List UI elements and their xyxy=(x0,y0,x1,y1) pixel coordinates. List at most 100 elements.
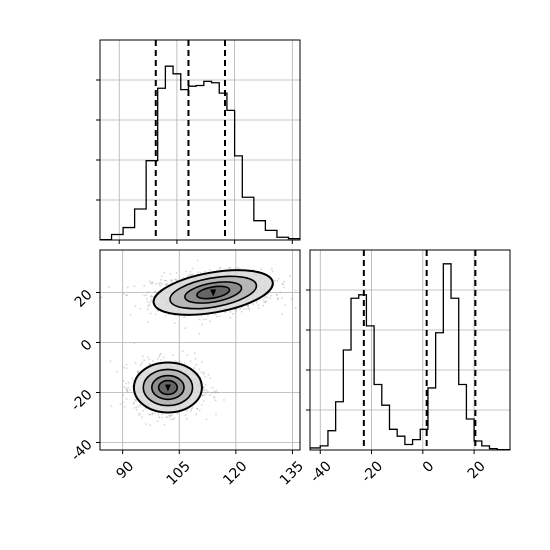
scatter-point xyxy=(266,296,269,299)
scatter-point xyxy=(290,297,293,300)
scatter-point xyxy=(149,296,152,298)
scatter-point xyxy=(191,407,194,409)
scatter-point xyxy=(163,423,166,426)
scatter-point xyxy=(159,284,162,287)
scatter-point xyxy=(141,361,143,364)
scatter-point xyxy=(163,356,165,359)
scatter-point xyxy=(164,279,166,282)
scatter-point xyxy=(206,390,209,393)
scatter-point xyxy=(256,302,258,304)
scatter-point xyxy=(146,308,149,311)
scatter-point xyxy=(197,271,200,273)
scatter-point xyxy=(294,306,297,309)
scatter-point xyxy=(109,360,112,363)
scatter-point xyxy=(215,413,217,416)
scatter-point xyxy=(135,400,137,402)
scatter-point xyxy=(147,305,149,308)
scatter-point xyxy=(170,414,173,417)
scatter-point xyxy=(201,394,204,397)
scatter-point xyxy=(158,416,161,419)
scatter-point xyxy=(168,414,171,417)
scatter-point xyxy=(151,282,154,285)
density-peak-marker-0 xyxy=(210,289,217,297)
scatter-point xyxy=(122,380,125,382)
scatter-point xyxy=(156,420,159,423)
scatter-point xyxy=(139,307,142,310)
scatter-point xyxy=(132,403,135,405)
right-histogram-step xyxy=(310,263,510,450)
scatter-point xyxy=(195,413,198,416)
scatter-point xyxy=(260,268,263,270)
scatter-point xyxy=(156,357,159,360)
scatter-point xyxy=(135,408,138,411)
joint-frame xyxy=(99,249,301,451)
scatter-point xyxy=(306,278,308,280)
scatter-point xyxy=(203,389,206,392)
top-bars xyxy=(100,65,300,240)
scatter-point xyxy=(264,295,267,298)
scatter-point xyxy=(218,315,221,317)
scatter-point xyxy=(198,318,201,321)
scatter-point xyxy=(161,416,163,419)
scatter-point xyxy=(202,373,205,375)
scatter-point xyxy=(136,371,139,374)
scatter-point xyxy=(125,367,128,370)
scatter-point xyxy=(265,300,267,303)
scatter-point xyxy=(200,371,203,374)
scatter-point xyxy=(203,394,206,396)
scatter-point xyxy=(202,386,205,389)
scatter-point xyxy=(195,363,198,366)
scatter-point xyxy=(169,273,172,275)
scatter-point xyxy=(205,392,207,394)
scatter-point xyxy=(141,355,144,358)
scatter-point xyxy=(151,412,154,415)
scatter-point xyxy=(169,415,172,418)
scatter-point xyxy=(154,290,157,293)
scatter-point xyxy=(232,312,234,315)
scatter-point xyxy=(202,371,205,374)
scatter-point xyxy=(151,413,154,415)
x-tick-label: 90 xyxy=(113,458,137,482)
scatter-point xyxy=(151,281,154,284)
scatter-point xyxy=(263,296,266,299)
scatter-point xyxy=(171,414,174,417)
scatter-point xyxy=(174,360,177,362)
scatter-point xyxy=(125,363,128,366)
scatter-point xyxy=(139,404,142,407)
right-x-tick-label: -40 xyxy=(307,458,334,485)
scatter-point xyxy=(136,370,139,372)
scatter-point xyxy=(154,412,156,415)
scatter-point xyxy=(181,350,184,352)
scatter-point xyxy=(237,266,239,269)
scatter-point xyxy=(150,294,153,297)
scatter-point xyxy=(257,307,260,310)
scatter-point xyxy=(262,304,265,307)
scatter-point xyxy=(189,360,192,363)
scatter-point xyxy=(213,395,215,398)
scatter-point xyxy=(228,266,230,269)
scatter-point xyxy=(149,413,152,416)
joint-plot-area xyxy=(100,259,308,426)
scatter-point xyxy=(146,297,148,300)
scatter-point xyxy=(283,286,285,289)
scatter-point xyxy=(126,388,128,391)
y-tick-label: 0 xyxy=(78,337,96,355)
scatter-point xyxy=(123,405,126,408)
scatter-point xyxy=(190,408,193,411)
scatter-point xyxy=(252,303,255,306)
scatter-point xyxy=(123,366,125,369)
scatter-point xyxy=(283,280,286,283)
scatter-point xyxy=(148,413,151,416)
scatter-point xyxy=(187,275,190,277)
scatter-point xyxy=(183,316,186,319)
scatter-point xyxy=(134,362,137,364)
scatter-point xyxy=(234,267,237,269)
scatter-point xyxy=(269,297,271,300)
scatter-point xyxy=(134,305,137,307)
scatter-point xyxy=(172,354,174,357)
scatter-point xyxy=(174,278,176,281)
scatter-point xyxy=(164,315,167,317)
scatter-point xyxy=(189,270,192,273)
scatter-point xyxy=(125,387,127,390)
scatter-point xyxy=(270,294,272,297)
